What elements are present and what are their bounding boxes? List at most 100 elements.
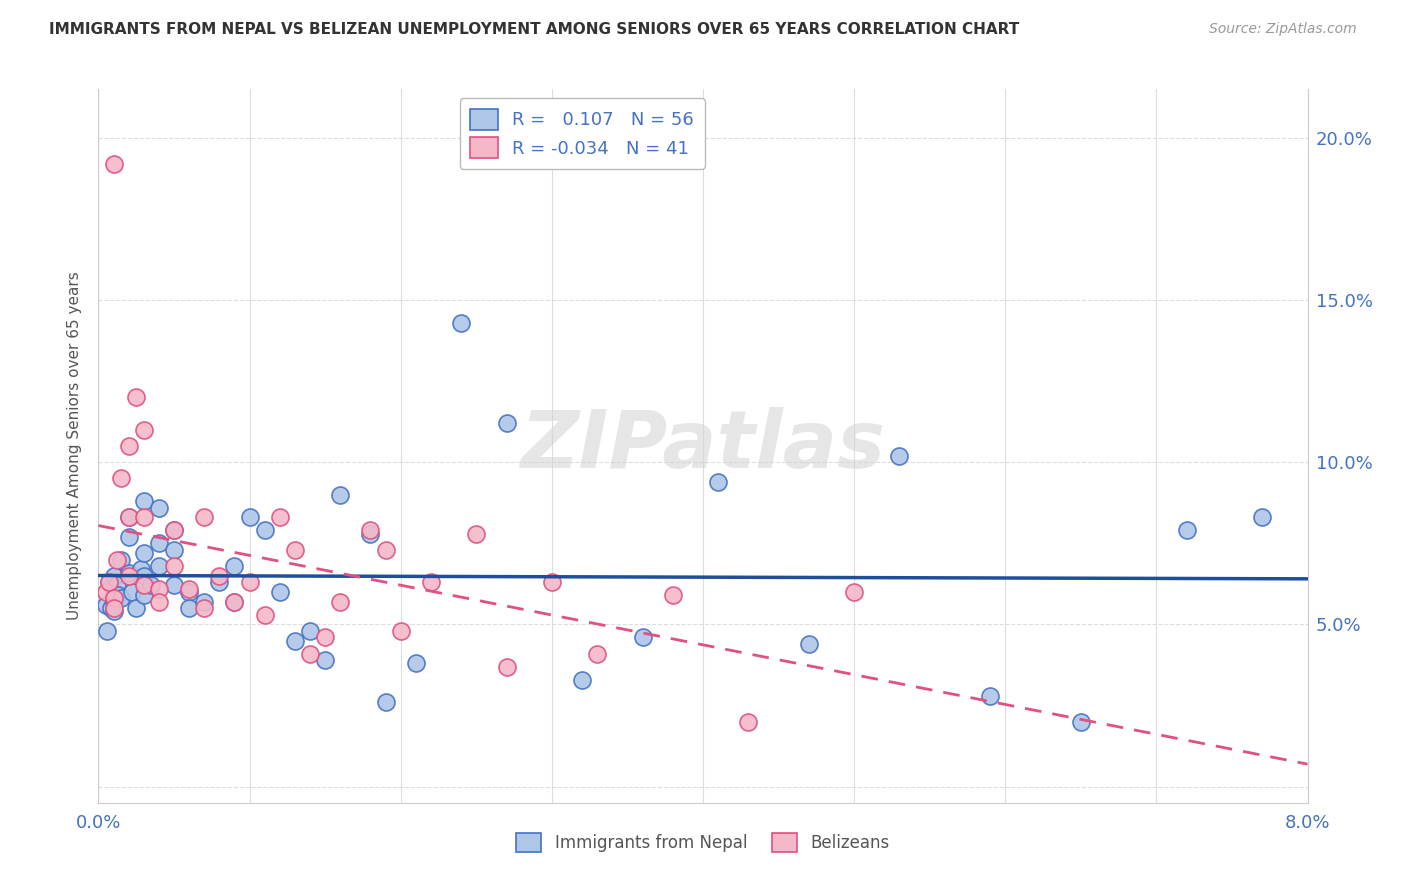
Point: [107, 588, 129, 602]
Point: [193, 595, 215, 609]
Point: [118, 566, 141, 580]
Point: [132, 423, 155, 437]
Point: [103, 604, 125, 618]
Point: [253, 607, 276, 622]
Point: [208, 575, 231, 590]
Point: [586, 647, 609, 661]
Point: [571, 673, 593, 687]
Point: [284, 542, 307, 557]
Point: [163, 559, 186, 574]
Point: [1175, 524, 1198, 538]
Point: [329, 488, 352, 502]
Point: [125, 390, 148, 404]
Point: [269, 510, 291, 524]
Point: [193, 601, 215, 615]
Point: [103, 568, 125, 582]
Point: [979, 689, 1001, 703]
Point: [314, 631, 336, 645]
Point: [420, 575, 443, 590]
Point: [389, 624, 412, 638]
Point: [110, 471, 132, 485]
Point: [118, 439, 141, 453]
Text: Source: ZipAtlas.com: Source: ZipAtlas.com: [1209, 22, 1357, 37]
Point: [465, 526, 488, 541]
Point: [141, 578, 163, 592]
Point: [299, 624, 322, 638]
Point: [132, 510, 155, 524]
Point: [224, 559, 246, 574]
Point: [495, 659, 517, 673]
Point: [118, 530, 141, 544]
Point: [284, 633, 307, 648]
Point: [179, 601, 201, 615]
Point: [105, 578, 128, 592]
Point: [374, 542, 396, 557]
Point: [118, 510, 141, 524]
Text: IMMIGRANTS FROM NEPAL VS BELIZEAN UNEMPLOYMENT AMONG SENIORS OVER 65 YEARS CORRE: IMMIGRANTS FROM NEPAL VS BELIZEAN UNEMPL…: [49, 22, 1019, 37]
Point: [540, 575, 562, 590]
Point: [103, 591, 125, 606]
Point: [163, 524, 186, 538]
Point: [797, 637, 820, 651]
Point: [132, 588, 155, 602]
Point: [360, 524, 382, 538]
Point: [239, 575, 262, 590]
Point: [179, 585, 201, 599]
Point: [299, 647, 322, 661]
Y-axis label: Unemployment Among Seniors over 65 years: Unemployment Among Seniors over 65 years: [67, 272, 83, 620]
Text: ZIPatlas: ZIPatlas: [520, 407, 886, 485]
Point: [96, 624, 118, 638]
Point: [110, 591, 132, 606]
Point: [100, 601, 122, 615]
Point: [148, 559, 170, 574]
Point: [110, 552, 132, 566]
Point: [450, 316, 472, 330]
Point: [844, 585, 866, 599]
Point: [148, 536, 170, 550]
Point: [405, 657, 427, 671]
Point: [374, 695, 396, 709]
Point: [224, 595, 246, 609]
Point: [253, 524, 276, 538]
Point: [163, 578, 186, 592]
Point: [132, 568, 155, 582]
Point: [148, 500, 170, 515]
Point: [148, 582, 170, 596]
Point: [889, 449, 911, 463]
Point: [631, 631, 654, 645]
Point: [132, 494, 155, 508]
Legend: Immigrants from Nepal, Belizeans: Immigrants from Nepal, Belizeans: [509, 826, 897, 859]
Point: [661, 588, 683, 602]
Point: [118, 568, 141, 582]
Point: [103, 595, 125, 609]
Point: [314, 653, 336, 667]
Point: [1251, 510, 1274, 524]
Point: [118, 510, 141, 524]
Point: [269, 585, 291, 599]
Point: [179, 582, 201, 596]
Point: [132, 578, 155, 592]
Point: [103, 585, 125, 599]
Point: [105, 552, 128, 566]
Point: [208, 568, 231, 582]
Point: [125, 601, 148, 615]
Point: [103, 157, 125, 171]
Point: [193, 510, 215, 524]
Point: [1070, 714, 1092, 729]
Point: [94, 585, 117, 599]
Point: [224, 595, 246, 609]
Point: [132, 546, 155, 560]
Point: [360, 526, 382, 541]
Point: [121, 585, 143, 599]
Point: [94, 598, 117, 612]
Point: [163, 524, 186, 538]
Point: [103, 601, 125, 615]
Point: [148, 595, 170, 609]
Point: [707, 475, 730, 489]
Point: [737, 714, 759, 729]
Point: [163, 542, 186, 557]
Point: [129, 562, 152, 576]
Point: [239, 510, 262, 524]
Point: [98, 575, 121, 590]
Point: [329, 595, 352, 609]
